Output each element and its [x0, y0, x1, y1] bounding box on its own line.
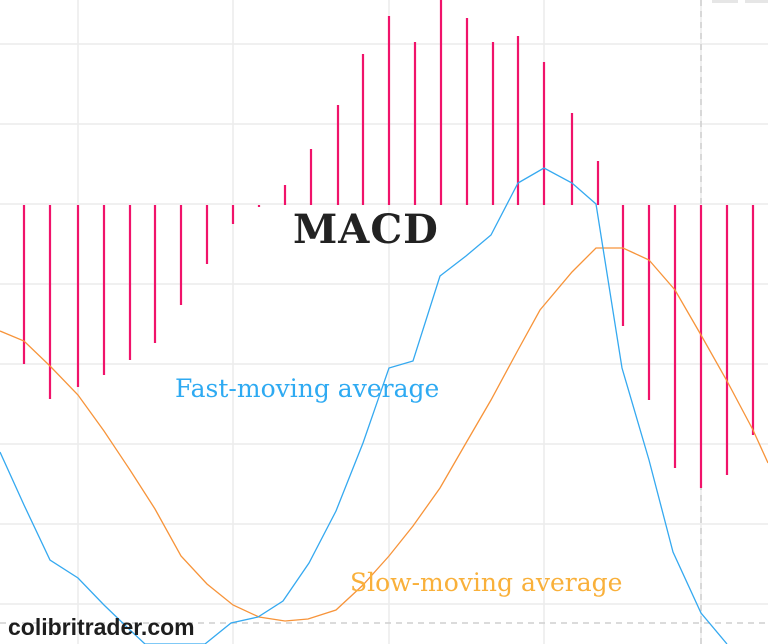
slow-moving-average-line: [0, 247, 768, 622]
fast-moving-average-label: Fast-moving average: [175, 374, 440, 403]
fast-moving-average-line: [0, 167, 728, 644]
watermark: colibritrader.com: [8, 614, 195, 640]
macd-histogram: [22, 0, 755, 488]
toolbar-stub: [745, 0, 768, 3]
chart-title: MACD: [293, 206, 439, 253]
slow-moving-average-label: Slow-moving average: [350, 568, 623, 597]
toolbar-stub: [712, 0, 738, 3]
